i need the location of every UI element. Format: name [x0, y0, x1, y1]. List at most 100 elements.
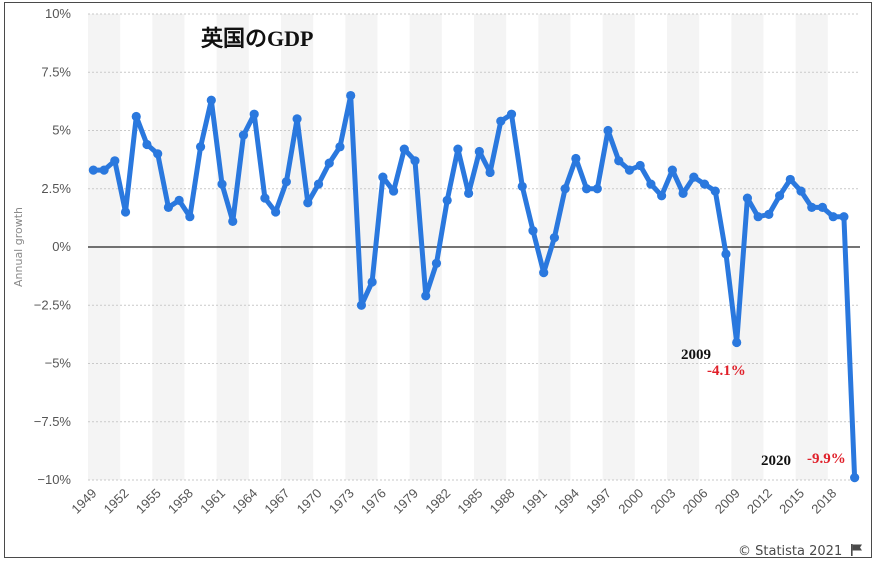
data-point-1971[interactable] [324, 158, 334, 168]
data-point-1964[interactable] [249, 109, 259, 119]
data-point-1955[interactable] [153, 149, 163, 159]
data-point-1973[interactable] [346, 90, 356, 101]
x-tick-label: 1955 [133, 486, 164, 517]
data-point-1951[interactable] [110, 156, 120, 166]
data-point-1959[interactable] [195, 142, 206, 152]
data-point-2019[interactable] [839, 212, 849, 222]
data-point-1956[interactable] [163, 202, 174, 212]
data-point-1982[interactable] [442, 195, 452, 205]
x-tick-label: 2015 [776, 486, 807, 517]
data-point-1957[interactable] [174, 195, 184, 205]
x-tick-label: 1985 [454, 486, 485, 517]
y-tick-label: 5% [52, 123, 71, 138]
data-points [88, 90, 860, 483]
y-tick-label: −7.5% [34, 414, 72, 429]
data-point-1965[interactable] [260, 193, 270, 203]
data-point-1988[interactable] [506, 109, 517, 119]
y-tick-label: −5% [45, 356, 72, 371]
data-point-1975[interactable] [367, 277, 377, 287]
data-point-1992[interactable] [549, 233, 560, 243]
data-point-2011[interactable] [753, 212, 763, 222]
data-point-2010[interactable] [742, 193, 753, 203]
data-point-1970[interactable] [313, 179, 324, 189]
series-line-path [90, 93, 858, 481]
chart-frame: 10% 7.5% 5% 2.5% 0% −2.5% −5% −7.5% −10% 1949 195… [4, 2, 872, 559]
data-point-2020[interactable] [850, 473, 860, 483]
data-point-1961[interactable] [217, 179, 227, 189]
data-point-1954[interactable] [142, 139, 152, 150]
data-point-2014[interactable] [785, 174, 795, 185]
data-point-1952[interactable] [120, 207, 131, 217]
data-point-2003[interactable] [667, 165, 677, 175]
data-point-1983[interactable] [453, 144, 463, 154]
data-point-1974[interactable] [356, 300, 367, 310]
data-point-1963[interactable] [238, 130, 249, 140]
data-point-1980[interactable] [421, 291, 431, 301]
data-point-1949[interactable] [88, 165, 98, 175]
data-point-1962[interactable] [228, 216, 238, 226]
x-axis-ticks: 1949 1952 1955 1958 1961 1964 1967 1970 1973 1976… [68, 486, 839, 517]
statista-credit[interactable]: © Statista 2021 [738, 544, 842, 559]
data-point-1966[interactable] [271, 207, 281, 217]
data-point-2012[interactable] [764, 209, 774, 219]
x-tick-label: 1988 [487, 486, 518, 517]
chart-title: 英国のGDP [201, 26, 313, 51]
x-tick-label: 1994 [551, 486, 582, 517]
data-point-1991[interactable] [539, 268, 549, 278]
x-tick-label: 1961 [197, 486, 228, 517]
data-point-2005[interactable] [689, 172, 699, 182]
y-tick-label: 10% [45, 6, 71, 21]
data-point-2017[interactable] [817, 202, 828, 212]
data-point-2007[interactable] [710, 186, 720, 196]
data-point-2001[interactable] [646, 179, 656, 189]
x-tick-label: 2012 [744, 486, 775, 517]
data-point-1996[interactable] [592, 184, 602, 194]
x-tick-label: 1952 [101, 486, 132, 517]
data-point-1969[interactable] [303, 198, 313, 208]
data-point-1995[interactable] [581, 184, 592, 194]
data-point-2015[interactable] [796, 186, 806, 196]
x-tick-label: 2018 [808, 486, 839, 517]
data-point-1979[interactable] [410, 156, 420, 166]
data-point-2006[interactable] [699, 179, 710, 189]
data-point-2018[interactable] [828, 212, 838, 222]
data-point-2016[interactable] [807, 202, 817, 212]
x-tick-label: 1964 [229, 486, 260, 517]
series-line [90, 93, 858, 481]
data-point-1968[interactable] [292, 114, 302, 124]
data-point-1953[interactable] [131, 111, 141, 122]
flag-icon[interactable] [851, 544, 862, 556]
data-point-1976[interactable] [378, 172, 388, 182]
data-point-2009[interactable] [732, 337, 742, 348]
data-point-1990[interactable] [528, 226, 538, 236]
data-point-1967[interactable] [281, 177, 291, 187]
data-point-2002[interactable] [657, 191, 667, 201]
data-point-1977[interactable] [388, 186, 399, 196]
data-point-1989[interactable] [517, 181, 527, 192]
data-point-1986[interactable] [485, 167, 495, 178]
data-point-1997[interactable] [603, 125, 613, 136]
x-tick-label: 1973 [326, 486, 357, 517]
y-axis-label: Annual growth [12, 207, 25, 287]
data-point-1998[interactable] [614, 156, 624, 166]
data-point-1981[interactable] [431, 258, 442, 268]
data-point-1958[interactable] [185, 212, 195, 222]
data-point-1999[interactable] [624, 165, 635, 175]
x-tick-label: 1970 [294, 486, 325, 517]
x-tick-label: 1997 [583, 486, 614, 517]
gdp-line-chart: 10%7.5%5%2.5%0%−2.5%−5%−7.5%−10% 1949 195… [12, 6, 862, 559]
data-point-1994[interactable] [571, 153, 581, 164]
x-tick-label: 1958 [165, 486, 196, 517]
data-point-1987[interactable] [496, 116, 506, 126]
data-point-2013[interactable] [774, 191, 785, 201]
data-point-2004[interactable] [678, 188, 688, 199]
data-point-1993[interactable] [560, 184, 570, 194]
data-point-1984[interactable] [464, 188, 474, 199]
data-point-1960[interactable] [206, 95, 216, 105]
data-point-1972[interactable] [335, 142, 345, 152]
data-point-1985[interactable] [474, 146, 484, 157]
data-point-1978[interactable] [399, 144, 409, 154]
data-point-2000[interactable] [635, 160, 645, 171]
data-point-1950[interactable] [99, 165, 109, 175]
data-point-2008[interactable] [721, 249, 731, 259]
